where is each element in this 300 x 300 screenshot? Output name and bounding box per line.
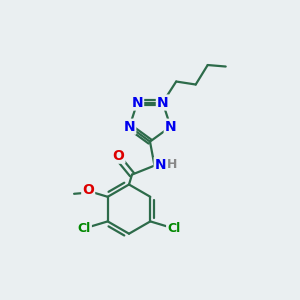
Text: Cl: Cl (78, 222, 91, 235)
Text: N: N (124, 120, 135, 134)
Text: H: H (167, 158, 177, 171)
Text: Cl: Cl (167, 222, 180, 235)
Text: N: N (155, 158, 166, 172)
Text: O: O (112, 149, 124, 163)
Text: O: O (82, 183, 94, 197)
Text: N: N (131, 95, 143, 110)
Text: N: N (157, 95, 169, 110)
Text: N: N (165, 120, 176, 134)
